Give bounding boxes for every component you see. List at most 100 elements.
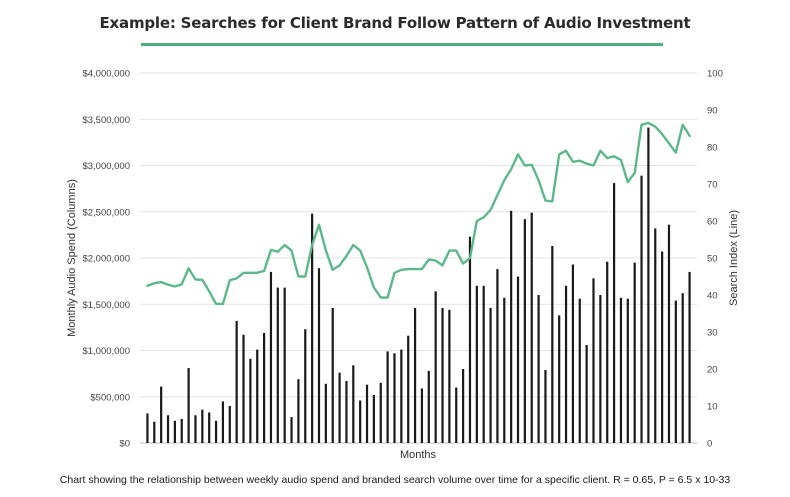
right-axis-ticks: 0 10 20 30 40 50 60 70 80 90 100 [707, 69, 723, 450]
right-tick-label: 100 [707, 69, 723, 80]
chart-caption: Chart showing the relationship between w… [59, 474, 731, 486]
bar [352, 365, 355, 443]
bar [434, 291, 437, 443]
bar [365, 384, 369, 443]
bar [606, 261, 609, 443]
bar [317, 268, 321, 443]
bar [379, 382, 382, 443]
left-tick-label: $3,000,000 [82, 161, 130, 172]
bar [283, 287, 286, 443]
bar [585, 344, 588, 443]
bar [269, 271, 273, 443]
bar [235, 320, 238, 443]
y-axis-label-left: Monthly Audio Spend (Columns) [66, 179, 78, 337]
bar [407, 335, 410, 443]
bar [462, 369, 465, 443]
bar [489, 307, 492, 443]
bar [146, 413, 149, 443]
bar [393, 353, 396, 443]
bar [256, 349, 259, 443]
left-tick-label: $4,000,000 [82, 69, 130, 80]
gridlines [140, 72, 697, 444]
right-tick-label: 20 [707, 365, 718, 376]
bar [516, 276, 520, 443]
bar [201, 409, 204, 443]
bar [661, 251, 664, 443]
bar [290, 417, 293, 443]
right-tick-label: 10 [707, 402, 718, 413]
bar [612, 183, 616, 443]
bar [681, 293, 684, 443]
bar [626, 298, 629, 443]
bar [647, 127, 650, 443]
y-axis-label-right: Search Index (Line) [728, 210, 740, 306]
bar [619, 297, 623, 443]
left-axis-ticks: $0 $500,000 $1,000,000 $1,500,000 $2,000,000… [82, 69, 130, 450]
left-tick-label: $1,500,000 [82, 300, 130, 311]
bar-series [146, 127, 691, 444]
right-tick-label: 0 [707, 439, 712, 450]
bar [537, 295, 540, 443]
bar [242, 334, 245, 443]
bar [311, 213, 314, 443]
title-underline [141, 43, 663, 46]
bar [455, 387, 458, 443]
bar [667, 224, 671, 443]
x-axis-label: Months [400, 449, 437, 461]
bar [674, 300, 677, 443]
bar [654, 228, 657, 443]
right-tick-label: 70 [707, 180, 718, 191]
bar [503, 297, 506, 443]
bar [173, 420, 176, 443]
line-series [146, 121, 691, 306]
bar [510, 210, 513, 443]
bar [640, 175, 643, 444]
bar [338, 372, 341, 443]
right-tick-label: 50 [707, 254, 718, 265]
bar [592, 278, 595, 443]
bar [413, 307, 417, 443]
bar [345, 381, 348, 443]
bar [214, 420, 218, 443]
bar [324, 383, 327, 443]
bar [194, 415, 197, 443]
bar [386, 351, 389, 443]
bar [441, 307, 444, 443]
bar [564, 285, 568, 443]
bar [468, 236, 472, 443]
bar [400, 349, 403, 443]
bar [160, 386, 163, 443]
bar [153, 421, 156, 443]
left-tick-label: $0 [119, 439, 130, 450]
bar [530, 212, 533, 443]
right-tick-label: 40 [707, 291, 718, 302]
bar [372, 394, 375, 443]
bar [208, 412, 211, 443]
bar [475, 285, 478, 443]
right-tick-label: 60 [707, 217, 718, 228]
bar [304, 329, 307, 443]
bar [688, 271, 691, 443]
left-tick-label: $2,000,000 [82, 254, 130, 265]
bar [551, 245, 554, 443]
bar [187, 368, 190, 443]
combo-chart: $0 $500,000 $1,000,000 $1,500,000 $2,000,000… [66, 69, 740, 462]
left-tick-label: $3,500,000 [82, 115, 130, 126]
search-index-line [146, 121, 691, 306]
bar [276, 287, 279, 443]
page-title: Example: Searches for Client Brand Follo… [99, 14, 691, 32]
left-tick-label: $500,000 [90, 392, 130, 403]
bar [359, 400, 362, 443]
bar [571, 264, 575, 443]
bar [427, 370, 430, 443]
right-tick-label: 30 [707, 328, 718, 339]
bar [262, 332, 266, 443]
bar [180, 418, 183, 443]
right-tick-label: 80 [707, 143, 718, 154]
bar [297, 379, 300, 443]
bar [633, 262, 636, 443]
right-tick-label: 90 [707, 106, 718, 117]
bar [249, 358, 252, 443]
bar [482, 285, 485, 443]
bar [496, 269, 499, 443]
